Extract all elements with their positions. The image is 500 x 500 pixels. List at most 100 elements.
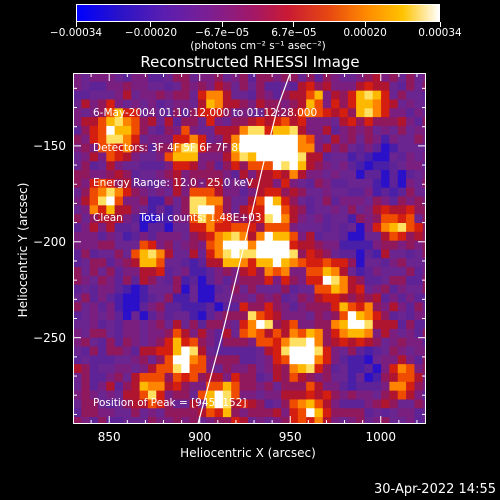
heatmap-cell [73,205,82,215]
heatmap-cell [322,178,332,189]
heatmap-cell [281,214,291,224]
heatmap-cell [281,170,291,180]
heatmap-cell [256,125,266,136]
heatmap-cell [364,320,374,330]
heatmap-cell [172,293,182,303]
heatmap-cell [247,364,257,374]
heatmap-cell [222,196,232,206]
heatmap-cell [172,311,182,321]
heatmap-cell [381,346,391,356]
heatmap-cell [156,311,166,321]
heatmap-cell [306,249,316,259]
heatmap-cell [264,178,274,189]
heatmap-cell [406,302,416,312]
heatmap-cell [89,267,99,277]
heatmap-cell [397,399,407,409]
heatmap-cell [297,355,307,365]
heatmap-cell [197,240,207,251]
heatmap-cell [181,187,191,198]
heatmap-cell [231,346,241,356]
heatmap-cell [156,134,166,145]
heatmap-cell [131,231,141,242]
heatmap-cell [131,364,141,374]
heatmap-cell [347,399,357,409]
heatmap-cell [422,399,426,409]
heatmap-cell [281,196,291,206]
heatmap-cell [164,408,174,418]
heatmap-cell [106,346,116,356]
heatmap-cell [322,205,332,215]
heatmap-cell [114,161,124,171]
heatmap-cell [256,408,266,418]
heatmap-cell [322,337,332,348]
heatmap-cell [222,73,232,83]
heatmap-cell [422,372,426,383]
heatmap-cell [356,302,366,312]
heatmap-cell [164,178,174,189]
heatmap-cell [406,372,416,383]
heatmap-cell [406,408,416,418]
heatmap-cell [381,108,391,118]
heatmap-cell [222,302,232,312]
heatmap-cell [247,293,257,303]
heatmap-cell [297,108,307,118]
heatmap-cell [389,134,399,145]
heatmap-cell [214,178,224,189]
heatmap-cell [222,170,232,180]
heatmap-cell [89,178,99,189]
heatmap-cell [306,311,316,321]
heatmap-cell [372,408,382,418]
heatmap-cell [264,258,274,268]
heatmap-cell [347,372,357,383]
heatmap-cell [139,214,149,224]
heatmap-cell [381,152,391,162]
heatmap-cell [347,231,357,242]
heatmap-cell [247,275,257,286]
heatmap-cell [97,231,107,242]
heatmap-cell [272,320,282,330]
heatmap-cell [181,222,191,233]
heatmap-cell [397,187,407,198]
heatmap-cell [172,337,182,348]
heatmap-cell [147,99,157,109]
heatmap-cell [164,293,174,303]
heatmap-cell [189,284,199,295]
heatmap-cell [339,161,349,171]
heatmap-cell [147,355,157,365]
heatmap-cell [306,134,316,145]
heatmap-cell [122,284,132,295]
heatmap-cell [214,408,224,418]
heatmap-cell [239,302,249,312]
heatmap-cell [381,222,391,233]
heatmap-cell [81,90,91,101]
heatmap-cell [247,355,257,365]
heatmap-cell [122,73,132,83]
heatmap-cell [97,372,107,383]
heatmap-cell [89,125,99,136]
heatmap-cell [414,328,424,339]
heatmap-cell [281,337,291,348]
heatmap-cell [114,364,124,374]
heatmap-cell [389,249,399,259]
heatmap-cell [372,81,382,92]
heatmap-cell [73,311,82,321]
heatmap-cell [231,328,241,339]
heatmap-cell [222,214,232,224]
colorbar-tick [439,22,441,27]
heatmap-cell [131,152,141,162]
heatmap-cell [131,275,141,286]
heatmap-cell [331,125,341,136]
heatmap-cell [314,214,324,224]
heatmap-cell [381,231,391,242]
heatmap-cell [164,170,174,180]
heatmap-cell [106,214,116,224]
heatmap-cell [372,337,382,348]
heatmap-cell [389,125,399,136]
heatmap-cell [281,249,291,259]
heatmap-cell [73,408,82,418]
heatmap-cell [331,196,341,206]
heatmap-cell [272,293,282,303]
x-axis-label: Heliocentric X (arcsec) [180,446,316,460]
heatmap-cell [231,73,241,83]
heatmap-cell [181,302,191,312]
